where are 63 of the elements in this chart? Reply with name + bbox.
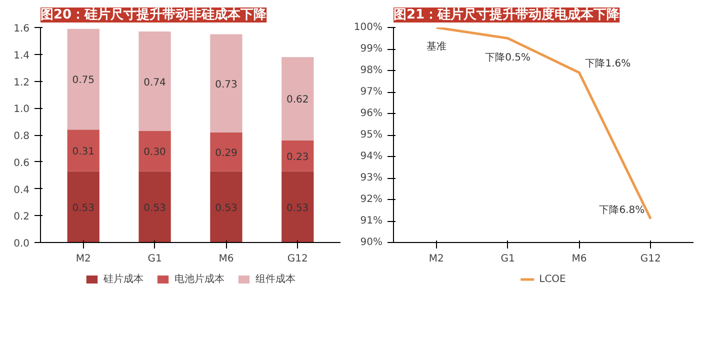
annotation: 下降6.8% bbox=[599, 204, 645, 216]
bar bbox=[138, 32, 171, 131]
legend-label: LCOE bbox=[539, 273, 566, 285]
x-tick-label: M6 bbox=[572, 254, 587, 264]
y-tick-label: 1.0 bbox=[14, 104, 30, 116]
y-tick-label: 99% bbox=[360, 44, 383, 54]
legend-label: 硅片成本 bbox=[104, 272, 144, 286]
y-tick-label: 94% bbox=[360, 151, 383, 162]
data-label: 0.74 bbox=[144, 77, 166, 88]
bar bbox=[210, 34, 242, 132]
chart-title: 图20：硅片尺寸提升带动非硅成本下降 bbox=[40, 6, 268, 22]
x-tick-label: M6 bbox=[218, 254, 234, 264]
x-tick-label: G1 bbox=[148, 254, 162, 264]
y-tick-label: 92% bbox=[360, 194, 383, 205]
bar bbox=[67, 171, 100, 242]
data-label: 0.30 bbox=[144, 147, 166, 158]
y-tick-label: 0.4 bbox=[14, 184, 30, 196]
data-label: 0.23 bbox=[286, 152, 309, 163]
data-label: 0.29 bbox=[215, 148, 238, 159]
data-label: 0.53 bbox=[286, 202, 309, 214]
legend-label: 电池片成本 bbox=[174, 272, 224, 286]
bar bbox=[210, 171, 242, 242]
y-tick-label: 91% bbox=[360, 216, 383, 226]
data-label: 0.53 bbox=[144, 202, 166, 214]
annotation: 基准 bbox=[426, 40, 446, 52]
x-tick-label: G12 bbox=[640, 254, 661, 264]
y-tick-label: 90% bbox=[360, 237, 383, 248]
y-tick-label: 0.2 bbox=[14, 212, 30, 223]
x-tick-label: G12 bbox=[287, 254, 308, 264]
bar bbox=[67, 28, 100, 130]
y-tick-label: 97% bbox=[360, 86, 383, 98]
x-tick-label: G1 bbox=[500, 254, 515, 264]
data-label: 0.75 bbox=[72, 75, 94, 86]
bar bbox=[138, 130, 171, 172]
bar bbox=[282, 57, 314, 140]
y-tick-label: 96% bbox=[360, 108, 383, 119]
bar bbox=[210, 132, 242, 172]
y-tick-label: 93% bbox=[360, 172, 383, 184]
y-tick-label: 100% bbox=[354, 22, 383, 33]
bar bbox=[282, 171, 314, 242]
y-tick-label: 0.8 bbox=[14, 131, 30, 142]
legend-label: 组件成本 bbox=[256, 272, 296, 286]
annotation: 下降0.5% bbox=[485, 51, 530, 64]
y-tick-label: 98% bbox=[360, 65, 383, 76]
y-tick-label: 1.2 bbox=[14, 77, 30, 88]
line-series bbox=[435, 28, 652, 220]
x-tick-label: M2 bbox=[428, 254, 444, 264]
y-tick-label: 0.6 bbox=[14, 158, 30, 169]
annotation: 下降1.6% bbox=[585, 58, 631, 70]
bar bbox=[282, 140, 314, 172]
data-label: 0.31 bbox=[72, 146, 94, 158]
data-label: 0.53 bbox=[215, 202, 238, 214]
y-tick-label: 0.0 bbox=[14, 238, 30, 250]
y-tick-label: 1.4 bbox=[14, 50, 30, 62]
bar bbox=[67, 130, 100, 172]
bar bbox=[138, 171, 171, 242]
data-label: 0.62 bbox=[286, 94, 309, 106]
chart-title: 图21：硅片尺寸提升带动度电成本下降 bbox=[394, 6, 621, 22]
x-tick-label: M2 bbox=[76, 254, 91, 264]
y-tick-label: 95% bbox=[360, 130, 383, 140]
y-tick-label: 1.6 bbox=[14, 24, 30, 34]
data-label: 0.73 bbox=[215, 79, 238, 90]
data-label: 0.53 bbox=[72, 202, 94, 214]
